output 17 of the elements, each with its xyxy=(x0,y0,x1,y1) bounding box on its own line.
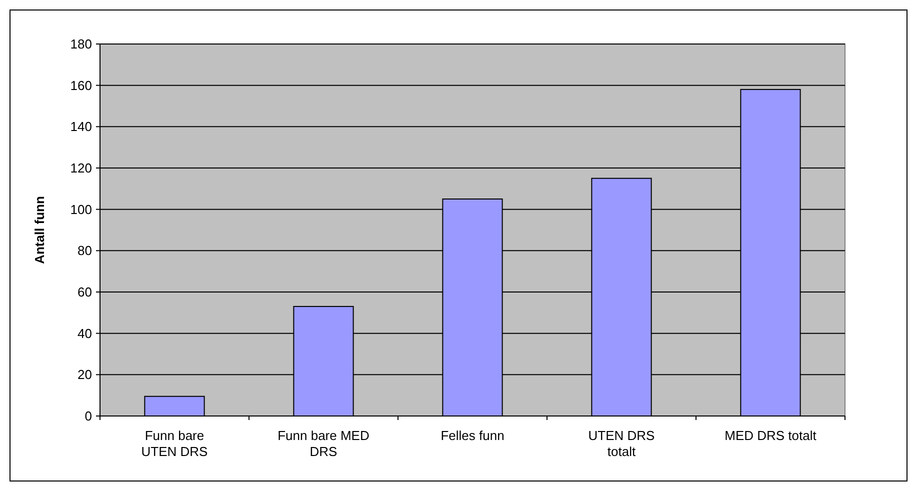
y-tick-label: 100 xyxy=(70,202,92,217)
y-tick-label: 20 xyxy=(78,367,92,382)
y-tick-label: 160 xyxy=(70,78,92,93)
x-tick-label: Funn bare MED DRS xyxy=(278,428,370,459)
y-tick-label: 120 xyxy=(70,160,92,176)
x-tick-label: MED DRS totalt xyxy=(724,428,817,443)
bar xyxy=(144,396,205,416)
y-tick-label: 180 xyxy=(70,36,92,52)
x-tick-label: Felles funn xyxy=(440,428,504,443)
y-tick-label: 80 xyxy=(78,243,92,258)
y-tick-label: 0 xyxy=(84,408,92,424)
y-tick-label: 40 xyxy=(78,326,92,341)
y-tick-label: 140 xyxy=(70,119,92,134)
y-axis-title: Antall funn xyxy=(32,196,47,264)
x-tick-label: Funn bare UTEN DRS xyxy=(141,428,208,459)
x-tick-label: UTEN DRS totalt xyxy=(588,428,656,459)
y-tick-label: 60 xyxy=(78,284,92,300)
